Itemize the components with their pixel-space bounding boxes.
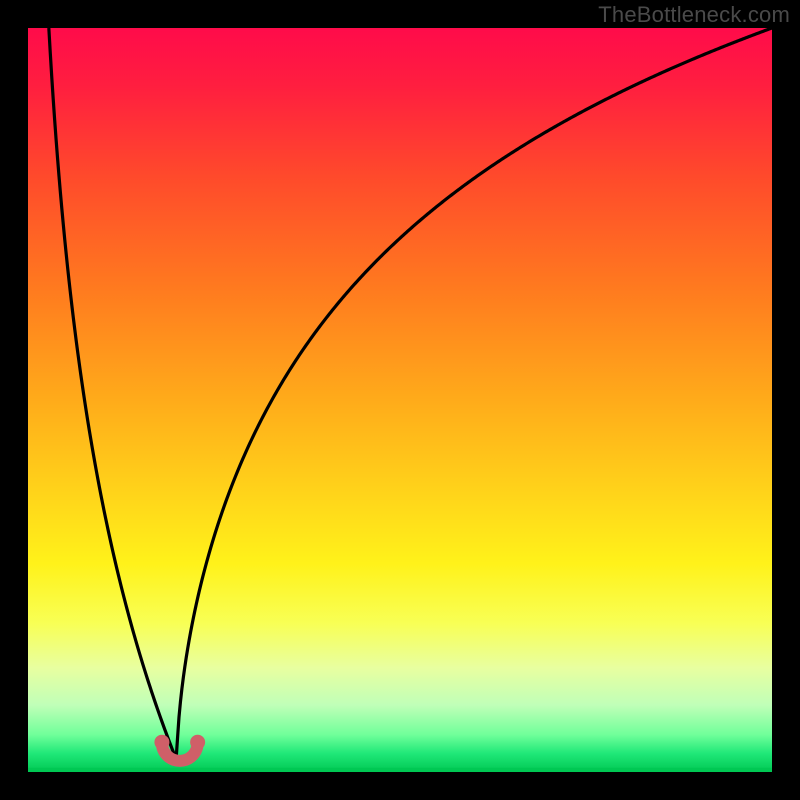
valley-marker-dot-right: [190, 735, 205, 750]
valley-marker-dot-left: [154, 735, 169, 750]
chart-svg: [0, 0, 800, 800]
plot-background: [28, 28, 772, 772]
watermark-text: TheBottleneck.com: [598, 2, 790, 28]
bottleneck-chart: TheBottleneck.com: [0, 0, 800, 800]
